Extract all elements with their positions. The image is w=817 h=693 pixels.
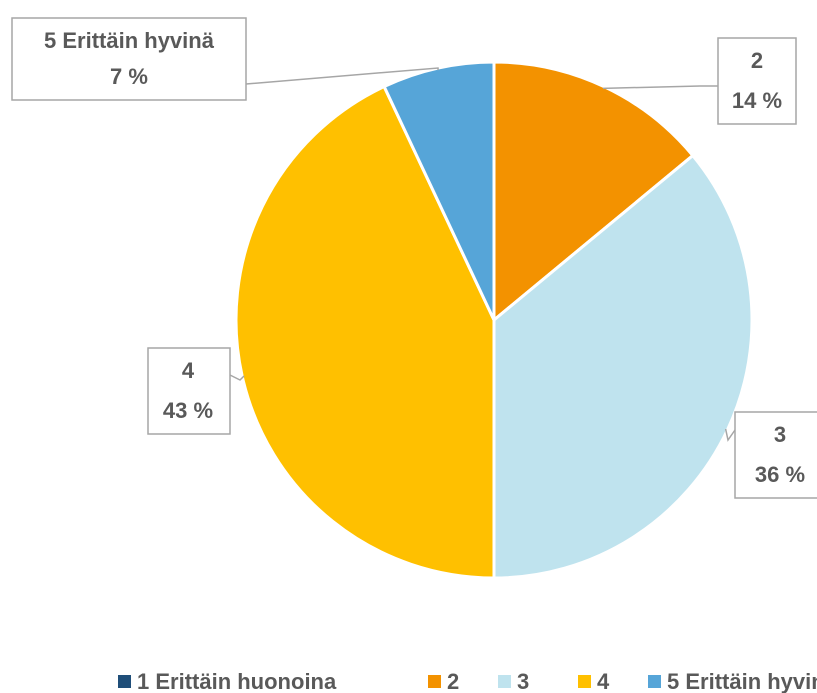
- pie-slice: [492, 60, 695, 324]
- label-box: [147, 347, 231, 435]
- slice-category: 3: [774, 422, 786, 447]
- leader-line: [724, 428, 736, 442]
- legend-swatch: [578, 675, 591, 688]
- slice-value: 36 %: [755, 462, 805, 487]
- legend-label: 2: [447, 669, 459, 693]
- leader-line: [229, 374, 245, 381]
- leader-line: [602, 85, 718, 90]
- legend-label: 5 Erittäin hyvinä: [667, 669, 817, 693]
- slice-category: 5 Erittäin hyvinä: [44, 28, 215, 53]
- legend-swatch: [648, 675, 661, 688]
- legend-label: 4: [597, 669, 610, 693]
- label-box: [734, 411, 817, 499]
- legend-swatch: [428, 675, 441, 688]
- leader-line: [245, 67, 439, 85]
- slice-category: 4: [182, 358, 195, 383]
- slice-value: 43 %: [163, 398, 213, 423]
- legend-swatch: [118, 675, 131, 688]
- pie-slice: [234, 84, 496, 580]
- pie-slice: [492, 153, 754, 580]
- slice-value: 14 %: [732, 88, 782, 113]
- slice-value: 7 %: [110, 64, 148, 89]
- legend-swatch: [498, 675, 511, 688]
- label-box: [717, 37, 797, 125]
- slice-category: 2: [751, 48, 763, 73]
- label-box: [11, 17, 247, 101]
- legend-label: 1 Erittäin huonoina: [137, 669, 337, 693]
- legend-label: 3: [517, 669, 529, 693]
